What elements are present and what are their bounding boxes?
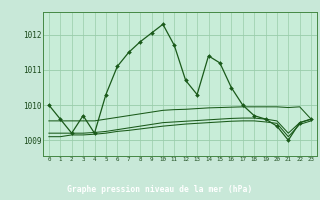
Text: Graphe pression niveau de la mer (hPa): Graphe pression niveau de la mer (hPa) (68, 185, 252, 194)
